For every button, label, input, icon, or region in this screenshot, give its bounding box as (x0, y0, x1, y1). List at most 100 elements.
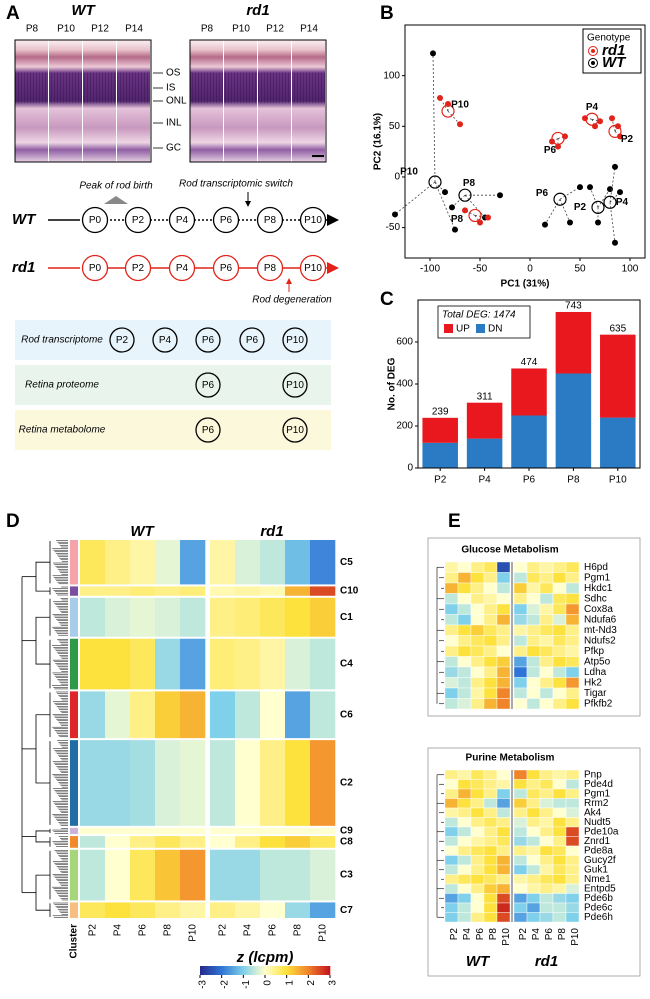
y-tick-label: 50 (389, 121, 401, 132)
legend-label: WT (602, 54, 627, 71)
heatmap-cell (552, 645, 567, 657)
gene-label: H6pd (584, 562, 608, 573)
timeline-stage: P0 (89, 215, 102, 226)
gene-label: Hkdc1 (584, 583, 613, 594)
column-label: P6 (268, 924, 279, 937)
colorbar-segment (250, 966, 253, 975)
heatmap-cell (552, 912, 567, 923)
heatmap-cell (180, 836, 206, 848)
dataset-stage: P6 (202, 425, 215, 436)
heatmap-cell (496, 902, 511, 913)
dendrogram (35, 561, 50, 592)
group-label: WT (466, 953, 491, 970)
heatmap-cell (444, 624, 459, 636)
heatmap-cell (496, 572, 511, 584)
heatmap-cell (457, 635, 472, 647)
heatmap-cell (483, 836, 498, 847)
group-label: P8 (463, 178, 476, 189)
heatmap-cell (457, 855, 472, 866)
heatmap-cell (552, 572, 567, 584)
heatmap-cell (80, 586, 106, 596)
legend-symbol (588, 46, 598, 56)
heatmap-cell (539, 855, 554, 866)
connector (557, 136, 566, 139)
colorbar-segment (264, 966, 267, 975)
heatmap-cell (483, 698, 498, 710)
cluster-label: C5 (340, 557, 353, 568)
heatmap-cell (444, 666, 459, 678)
y-tick-label: 0 (394, 172, 400, 183)
timeline-stage: P8 (264, 215, 277, 226)
colorbar-segment (214, 966, 217, 975)
heatmap-cell (155, 597, 181, 637)
timeline-stage: P8 (264, 263, 277, 274)
heatmap-cell (180, 691, 206, 739)
centroid (458, 188, 472, 202)
heatmap-cell (444, 656, 459, 668)
bar-segment (600, 417, 636, 468)
heatmap-cell (552, 698, 567, 710)
birth-marker (104, 196, 128, 204)
colorbar-tick-label: 3 (328, 980, 339, 986)
heatmap-cell (470, 677, 485, 689)
heatmap-cell (444, 635, 459, 647)
heatmap-cell (539, 864, 554, 875)
point (449, 204, 455, 211)
heatmap-cell (513, 614, 528, 626)
point (542, 221, 548, 228)
heatmap-cell (565, 855, 580, 866)
colorbar-segment (220, 966, 223, 975)
annotation: Rod degeneration (252, 295, 332, 306)
heatmap-cell (80, 540, 106, 585)
heatmap-cell (483, 561, 498, 573)
heatmap-cell (457, 698, 472, 710)
heatmap-cell (483, 912, 498, 923)
centroid (551, 131, 565, 146)
gene-label: Pfkfb2 (584, 698, 613, 709)
heatmap-cell (513, 582, 528, 594)
heatmap-cell (552, 788, 567, 799)
stage-label: P8 (201, 24, 214, 35)
heatmap-cell (457, 603, 472, 615)
heatmap-cell (470, 864, 485, 875)
gene-label: Pde6c (584, 902, 612, 913)
heatmap-cell (496, 614, 511, 626)
cluster-label: C2 (340, 778, 353, 789)
dataset-stage: P2 (116, 335, 129, 346)
timeline-label: rd1 (12, 259, 35, 276)
heatmap-cell (155, 638, 181, 690)
bar-segment (422, 417, 458, 443)
cluster-label: C8 (340, 837, 353, 848)
heatmap-cell (444, 817, 459, 828)
heatmap-cell (539, 687, 554, 699)
heatmap-cell (483, 666, 498, 678)
heatmap-cell (552, 687, 567, 699)
heatmap-cell (565, 698, 580, 710)
heatmap-cell (180, 586, 206, 596)
heatmap-cell (526, 855, 541, 866)
colorbar-segment (246, 966, 249, 975)
point (430, 50, 436, 57)
heatmap-cell (457, 845, 472, 856)
heatmap-cell (470, 817, 485, 828)
heatmap-cell (457, 836, 472, 847)
heatmap-cell (483, 864, 498, 875)
heatmap-cell (513, 593, 528, 605)
heatmap-cell (310, 586, 336, 596)
connector (591, 119, 596, 127)
dataset-stage: P10 (286, 335, 304, 346)
column-label: P8 (163, 924, 174, 937)
timeline-node (168, 206, 196, 234)
histology-texture (49, 73, 82, 103)
heatmap-cell (496, 582, 511, 594)
heatmap-cell (483, 798, 498, 809)
column-label: P10 (318, 924, 329, 942)
cluster-strip (70, 586, 78, 596)
heatmap-cell (470, 893, 485, 904)
centroid (608, 124, 622, 138)
heatmap-cell (470, 656, 485, 668)
legend-swatch (476, 324, 485, 333)
x-tick-label: -100 (420, 264, 440, 275)
heatmap-cell (180, 740, 206, 826)
heatmap-cell (483, 788, 498, 799)
